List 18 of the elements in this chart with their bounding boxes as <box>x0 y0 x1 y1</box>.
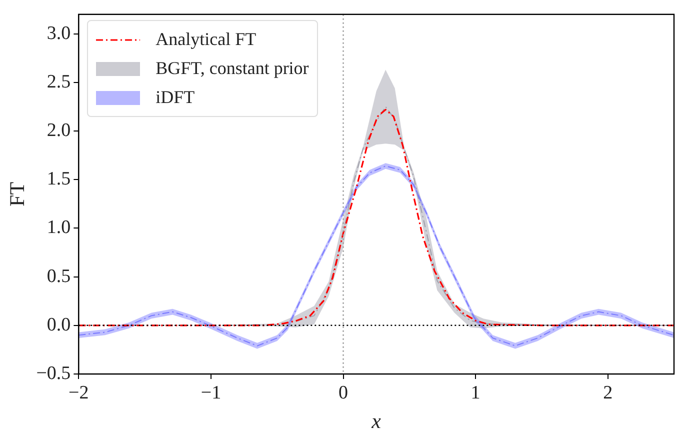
y-tick-label: 1.5 <box>46 168 71 190</box>
x-tick-label: 1 <box>470 382 480 404</box>
x-axis-title: x <box>370 408 382 433</box>
y-tick-label: 3.0 <box>46 22 71 44</box>
y-tick-label: 1.0 <box>46 217 71 238</box>
x-tick-label: −1 <box>200 382 222 404</box>
y-tick-label: −0.5 <box>36 362 71 384</box>
y-tick-label: 0.5 <box>46 266 71 287</box>
y-axis-title: FT <box>5 182 30 206</box>
y-tick-label: 2.0 <box>46 120 71 142</box>
y-tick-label: 0.0 <box>46 314 71 336</box>
legend-label: iDFT <box>156 87 195 108</box>
x-tick-label: 2 <box>603 382 613 404</box>
legend-label: BGFT, constant prior <box>156 58 309 80</box>
y-tick-label: 2.5 <box>46 71 71 92</box>
x-tick-label: 0 <box>338 382 348 404</box>
x-tick-label: −2 <box>68 382 89 404</box>
legend-label: Analytical FT <box>156 29 256 50</box>
